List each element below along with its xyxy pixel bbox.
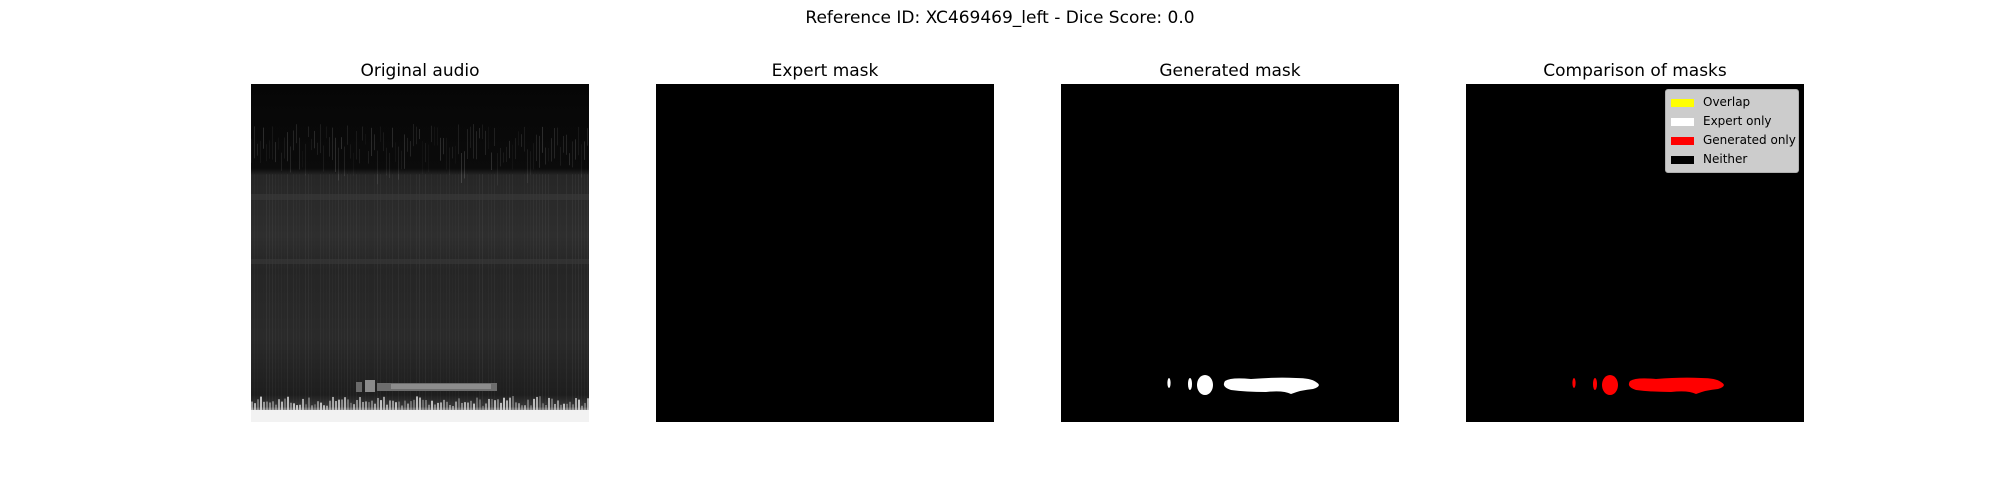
legend-swatch-neither — [1671, 156, 1694, 164]
legend-swatch-expert-only — [1671, 118, 1694, 126]
legend-label-expert-only: Expert only — [1703, 114, 1772, 128]
generated-only-blobs — [1572, 375, 1724, 395]
spectrogram-image — [251, 84, 589, 422]
legend-swatch-overlap — [1671, 99, 1694, 107]
spectrogram-floor — [251, 410, 589, 422]
spectrogram-call-streak — [356, 380, 497, 392]
panel-title-original-audio: Original audio — [360, 61, 480, 81]
spectrogram-background — [251, 84, 589, 422]
panel-title-comparison: Comparison of masks — [1543, 61, 1727, 81]
panel-title-generated-mask: Generated mask — [1159, 61, 1301, 81]
spectrogram-band — [251, 259, 589, 264]
legend-item-overlap: Overlap — [1666, 93, 1798, 112]
legend-label-overlap: Overlap — [1703, 95, 1751, 109]
spectrogram-band — [251, 194, 589, 200]
generated-mask-blobs — [1167, 375, 1319, 395]
legend-swatch-generated-only — [1671, 137, 1694, 145]
spectrogram-texture — [251, 124, 589, 410]
legend-item-neither: Neither — [1666, 150, 1798, 169]
legend-item-expert-only: Expert only — [1666, 112, 1798, 131]
expert-mask-image — [656, 84, 994, 422]
panel-title-expert-mask: Expert mask — [771, 61, 879, 81]
legend-item-generated-only: Generated only — [1666, 131, 1798, 150]
legend-label-generated-only: Generated only — [1703, 133, 1796, 147]
figure-title: Reference ID: XC469469_left - Dice Score… — [805, 8, 1195, 28]
generated-mask-image — [1061, 84, 1399, 422]
comparison-legend: Overlap Expert only Generated only Neith… — [1665, 89, 1799, 173]
comparison-image: Overlap Expert only Generated only Neith… — [1466, 84, 1804, 422]
legend-label-neither: Neither — [1703, 152, 1748, 166]
